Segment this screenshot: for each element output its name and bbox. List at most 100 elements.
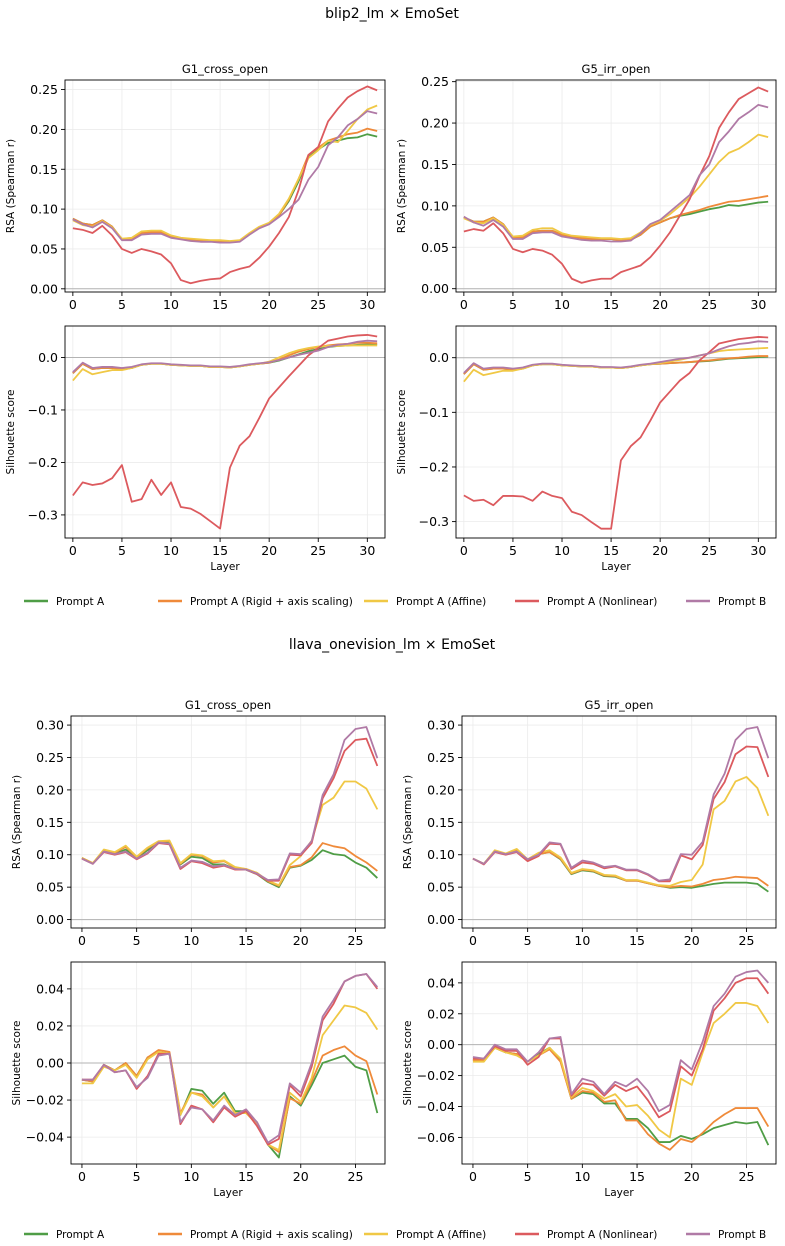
y-tick-label: 0.05: [421, 240, 449, 255]
x-tick-label: 5: [118, 297, 126, 312]
panel-1: 0 5 10 15 20 25 30 0.00 0.05 0.10 0.15 0.20 0.25 G5_i…: [396, 62, 777, 312]
y-tick-label: −0.02: [26, 1093, 64, 1108]
legend-blip2: Prompt A Prompt A (Rigid + axis scaling) P…: [24, 596, 766, 608]
series-line-prompt-b: [72, 110, 378, 244]
panel-2: 0 5 10 15 20 25 30 0.0 −0.1 −0.2 −0.3 Layer Silhouet…: [5, 325, 386, 573]
series-line-affine: [72, 344, 378, 382]
y-tick-label: 0.00: [36, 912, 64, 927]
y-tick-label: −0.02: [417, 1068, 455, 1083]
y-tick-label: 0.30: [36, 718, 64, 733]
y-tick-label: −0.3: [419, 514, 449, 529]
y-axis-label: Silhouette score: [5, 390, 17, 475]
x-tick-label: 15: [603, 297, 619, 312]
y-tick-label: 0.00: [427, 912, 455, 927]
panel-4: 0 5 10 15 20 25 0.00 0.05 0.10 0.15 0.20 0.25 0.30 G1…: [11, 698, 386, 948]
series-line-prompt-b: [472, 726, 770, 882]
x-tick-label: 10: [554, 543, 570, 558]
series-line-nonlinear: [472, 977, 770, 1119]
series-line-prompt-a: [472, 849, 769, 893]
y-tick-label: 0.15: [30, 162, 58, 177]
x-tick-label: 25: [739, 1169, 755, 1184]
y-tick-label: 0.25: [36, 750, 64, 765]
x-tick-label: 15: [212, 543, 228, 558]
y-tick-label: 0.05: [30, 241, 58, 256]
x-axis-label: Layer: [210, 561, 240, 573]
x-tick-label: 15: [603, 543, 619, 558]
legend-item: Prompt B: [686, 596, 766, 608]
y-tick-label: 0.00: [30, 281, 58, 296]
series-line-rigid: [463, 195, 769, 242]
legend-label: Prompt A: [56, 596, 105, 608]
legend-label: Prompt A (Rigid + axis scaling): [190, 1229, 353, 1241]
x-tick-label: 10: [554, 297, 570, 312]
y-tick-label: 0.20: [30, 122, 58, 137]
legend-label: Prompt A (Affine): [396, 596, 486, 608]
y-tick-label: 0.10: [36, 847, 64, 862]
series-line-nonlinear: [72, 85, 378, 285]
series-line-affine: [463, 346, 769, 383]
y-tick-label: −0.1: [419, 405, 449, 420]
x-tick-label: 5: [133, 933, 141, 948]
y-tick-label: 0.0: [38, 350, 58, 365]
x-tick-label: 10: [183, 933, 199, 948]
x-tick-label: 10: [183, 1169, 199, 1184]
x-tick-label: 25: [701, 297, 717, 312]
x-tick-label: 30: [359, 297, 375, 312]
panels: 0 5 10 15 20 25 300.000.050.100.150.200.25G1_c…: [5, 62, 777, 1199]
x-tick-label: 30: [750, 297, 766, 312]
panel-6: 0 5 10 15 20 25 0.04 0.02 0.00 −0.02 −0.04 Layer Sil…: [11, 961, 386, 1199]
x-tick-label: 25: [310, 297, 326, 312]
series-line-prompt-b: [81, 973, 379, 1144]
legend-item: Prompt A (Nonlinear): [515, 1229, 657, 1241]
x-tick-label: 30: [359, 543, 375, 558]
panel-5: 0 5 10 15 20 25 0.00 0.05 0.10 0.15 0.20 0.25 0.30 G5…: [402, 698, 777, 948]
x-tick-label: 15: [238, 933, 254, 948]
panel-title: G5_irr_open: [585, 698, 654, 712]
y-tick-label: 0.02: [36, 1018, 64, 1033]
x-tick-label: 0: [69, 297, 77, 312]
panel-title: G5_irr_open: [582, 62, 651, 76]
x-tick-label: 15: [212, 297, 228, 312]
x-tick-label: 20: [261, 543, 277, 558]
y-axis-label: Silhouette score: [402, 1021, 414, 1106]
series-line-affine: [463, 133, 769, 240]
y-tick-label: 0.05: [427, 880, 455, 895]
x-tick-label: 20: [684, 1169, 700, 1184]
figure-title-llava: llava_onevision_lm × EmoSet: [289, 637, 496, 653]
plot-frame: [455, 79, 777, 293]
y-tick-label: 0.00: [421, 281, 449, 296]
x-tick-label: 5: [509, 297, 517, 312]
y-tick-label: 0.0: [429, 350, 449, 365]
y-tick-label: −0.04: [26, 1130, 64, 1145]
series-line-nonlinear: [81, 737, 379, 882]
y-tick-label: 0.25: [30, 82, 58, 97]
x-axis-label: Layer: [604, 1187, 634, 1199]
legend-item: Prompt B: [686, 1229, 766, 1241]
legend-label: Prompt A: [56, 1229, 105, 1241]
legend-item: Prompt A (Rigid + axis scaling): [158, 596, 353, 608]
x-tick-label: 20: [293, 933, 309, 948]
x-tick-label: 5: [524, 1169, 532, 1184]
x-tick-label: 15: [238, 1169, 254, 1184]
x-tick-label: 0: [78, 933, 86, 948]
legend-item: Prompt A: [24, 596, 105, 608]
y-tick-label: 0.15: [421, 157, 449, 172]
series-line-affine: [472, 1002, 770, 1139]
panel-title: G1_cross_open: [182, 62, 268, 76]
plot-frame: [64, 325, 386, 539]
legend-label: Prompt B: [718, 596, 766, 608]
x-tick-label: 10: [574, 1169, 590, 1184]
x-tick-label: 20: [684, 933, 700, 948]
y-tick-label: 0.00: [36, 1056, 64, 1071]
y-tick-label: 0.20: [36, 782, 64, 797]
series-line-prompt-a: [72, 133, 378, 243]
legend-llava: Prompt A Prompt A (Rigid + axis scaling) P…: [24, 1229, 766, 1241]
x-tick-label: 5: [509, 543, 517, 558]
legend-label: Prompt B: [718, 1229, 766, 1241]
y-tick-label: −0.3: [28, 507, 58, 522]
y-tick-label: 0.10: [427, 847, 455, 862]
legend-label: Prompt A (Nonlinear): [547, 596, 657, 608]
panel-title: G1_cross_open: [185, 698, 271, 712]
x-tick-label: 25: [348, 1169, 364, 1184]
